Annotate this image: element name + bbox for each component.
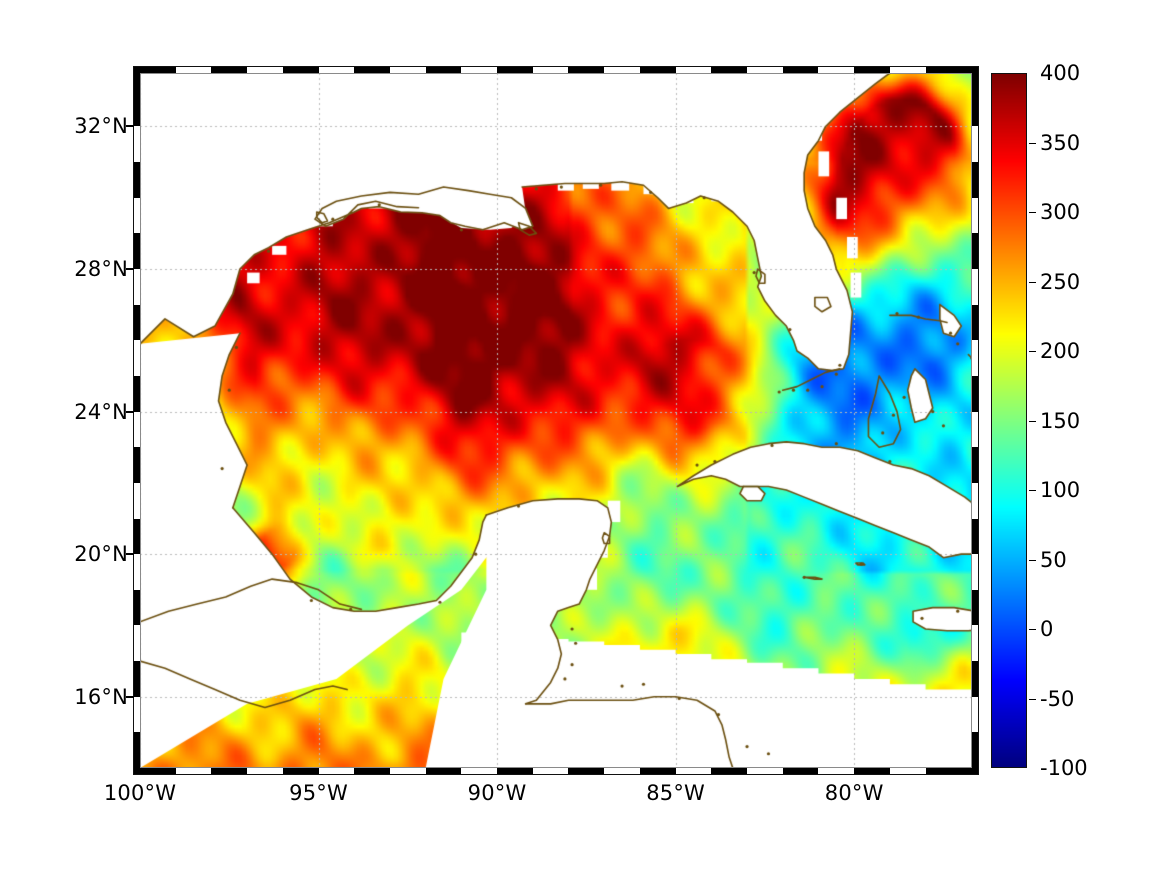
colorbar-tick-label: 200 <box>1040 339 1081 363</box>
latitude-tick-label: 20°N <box>74 542 128 567</box>
map-frame-left <box>133 66 140 775</box>
colorbar-gradient <box>992 74 1026 767</box>
longitude-tick-label: 100°W <box>103 781 177 805</box>
map-plot-area <box>140 73 972 768</box>
latitude-tick-mark <box>126 553 134 556</box>
latitude-tick-mark <box>126 695 134 698</box>
latitude-tick-label: 24°N <box>74 399 128 424</box>
map-frame-right <box>972 66 979 775</box>
colorbar-tick-mark <box>1029 351 1036 352</box>
colorbar-tick-mark <box>1029 699 1036 700</box>
colorbar-tick-label: 150 <box>1040 408 1081 433</box>
latitude-tick-mark <box>126 125 134 128</box>
colorbar-tick-mark <box>1029 490 1036 491</box>
colorbar-tick-mark <box>1029 212 1036 213</box>
latitude-tick-label: 32°N <box>74 114 128 139</box>
graticule-and-coastlines <box>140 73 972 768</box>
colorbar <box>991 73 1027 768</box>
colorbar-tick-mark <box>1029 421 1036 422</box>
map-frame-bottom <box>133 768 979 775</box>
longitude-tick-label: 90°W <box>467 781 527 805</box>
colorbar-tick-label: 250 <box>1040 269 1081 294</box>
longitude-tick-label: 85°W <box>646 781 706 805</box>
colorbar-tick-label: -100 <box>1040 756 1088 780</box>
colorbar-tick-label: 0 <box>1040 617 1054 641</box>
colorbar-tick-label: 50 <box>1040 547 1067 572</box>
colorbar-tick-mark <box>1029 560 1036 561</box>
colorbar-tick-mark <box>1029 629 1036 630</box>
colorbar-tick-mark <box>1029 143 1036 144</box>
longitude-tick-label: 80°W <box>824 781 884 805</box>
latitude-tick-mark <box>126 410 134 413</box>
map-frame-top <box>133 66 979 73</box>
longitude-tick-label: 95°W <box>289 781 348 805</box>
colorbar-tick-label: 350 <box>1040 130 1081 155</box>
colorbar-tick-mark <box>1029 282 1036 283</box>
colorbar-tick-label: 400 <box>1040 61 1081 85</box>
colorbar-tick-label: 100 <box>1040 478 1081 502</box>
colorbar-tick-label: 300 <box>1040 200 1081 224</box>
latitude-tick-label: 28°N <box>74 257 128 282</box>
latitude-tick-label: 16°N <box>74 684 128 709</box>
latitude-tick-mark <box>126 268 134 271</box>
colorbar-tick-label: -50 <box>1040 686 1075 711</box>
